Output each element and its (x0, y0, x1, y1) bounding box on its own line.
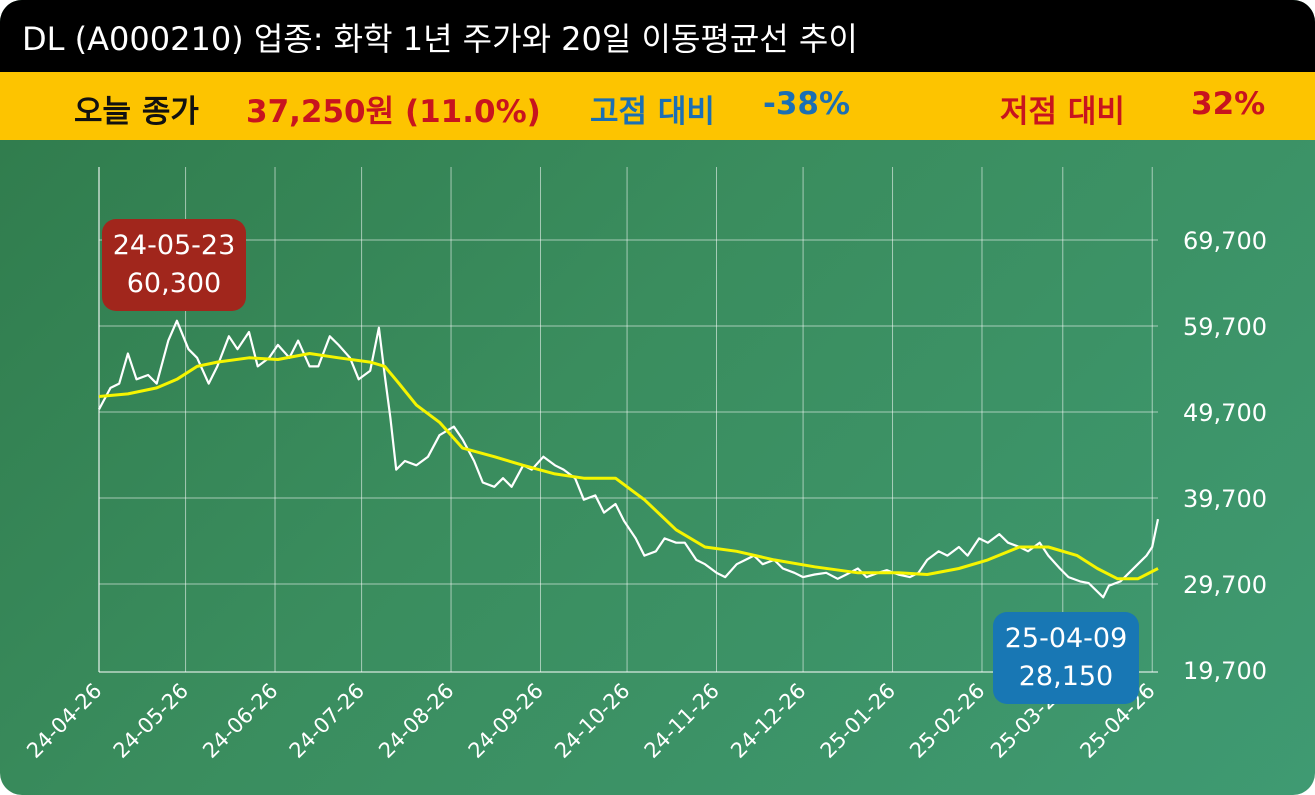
close-value: 37,250원 (11.0%) (246, 94, 541, 130)
x-tick-label: 24-09-26 (464, 679, 548, 763)
y-tick-label: 29,700 (1183, 571, 1267, 599)
high-point-value: 60,300 (126, 268, 222, 299)
high-compare-label: 고점 대비 (590, 94, 715, 130)
high-point-badge: 24-05-23 60,300 (102, 219, 246, 311)
y-tick-label: 49,700 (1183, 399, 1267, 427)
x-tick-label: 24-12-26 (726, 679, 810, 763)
low-point-value: 28,150 (1018, 661, 1114, 692)
x-tick-label: 24-07-26 (285, 679, 369, 763)
x-tick-label: 25-02-26 (905, 679, 989, 763)
y-tick-label: 59,700 (1183, 313, 1267, 341)
low-compare-label: 저점 대비 (1000, 94, 1125, 130)
low-point-badge: 25-04-09 28,150 (993, 612, 1139, 704)
high-compare-value: -38% (763, 86, 851, 122)
y-tick-label: 39,700 (1183, 485, 1267, 513)
x-tick-label: 24-04-26 (22, 679, 106, 763)
low-compare-value: 32% (1191, 86, 1266, 122)
title-bar: DL (A000210) 업종: 화학 1년 주가와 20일 이동평균선 추이 (0, 0, 1315, 72)
x-tick-label: 24-06-26 (198, 679, 282, 763)
x-tick-label: 25-01-26 (816, 679, 900, 763)
x-tick-label: 24-05-26 (109, 679, 193, 763)
close-label: 오늘 종가 (74, 94, 199, 130)
x-tick-label: 24-08-26 (374, 679, 458, 763)
y-tick-label: 69,700 (1183, 227, 1267, 255)
moving-average-line (98, 352, 1159, 581)
high-point-date: 24-05-23 (112, 230, 236, 261)
chart-title: DL (A000210) 업종: 화학 1년 주가와 20일 이동평균선 추이 (22, 20, 858, 58)
summary-bar: 오늘 종가 37,250원 (11.0%) 고점 대비 -38% 저점 대비 3… (0, 72, 1315, 140)
x-tick-label: 24-11-26 (640, 679, 724, 763)
x-tick-label: 24-10-26 (550, 679, 634, 763)
low-point-date: 25-04-09 (1004, 623, 1128, 654)
y-tick-label: 19,700 (1183, 657, 1267, 685)
price-line (98, 319, 1160, 599)
